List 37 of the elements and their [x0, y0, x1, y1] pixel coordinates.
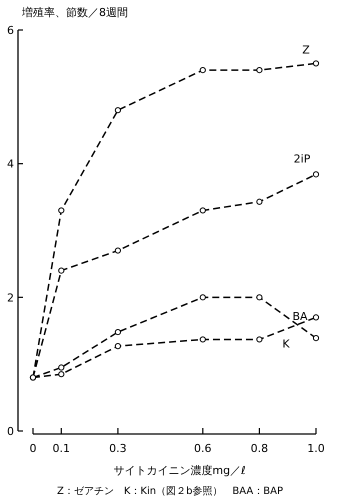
y-axis-title: 増殖率、節数／8週間 [21, 6, 128, 19]
point [312, 314, 320, 320]
point [58, 207, 64, 214]
point [58, 364, 64, 371]
point [58, 268, 64, 274]
point [200, 207, 206, 214]
series-label: K [282, 337, 290, 350]
x-tick-label: 0 [30, 442, 36, 455]
point [256, 67, 262, 74]
series-label: 2iP [294, 152, 311, 166]
point [312, 60, 320, 67]
x-tick-label: 0.1 [52, 442, 70, 455]
point [312, 171, 320, 178]
x-tick-label: 0.6 [194, 442, 212, 455]
point [58, 371, 64, 378]
point [114, 328, 121, 336]
x-axis-title: サイトカイニン濃度mg／ℓ [113, 464, 246, 477]
y-tick-label: 6 [7, 24, 14, 37]
point [200, 67, 206, 74]
y-tick-label: 4 [7, 158, 14, 171]
x-tick-label: 1.0 [307, 442, 325, 455]
point [114, 343, 121, 350]
point [256, 336, 262, 343]
text: Z：ゼアチン K：Kin（図２b参照） BAA：BAP [57, 485, 283, 497]
series-label: BA [292, 310, 308, 324]
x-tick-label: 0.8 [250, 442, 268, 455]
x-tick-label: 0.3 [109, 442, 127, 455]
point [114, 107, 121, 114]
point [200, 294, 206, 300]
point [200, 336, 206, 343]
series-label: Z [302, 43, 310, 56]
point [256, 198, 262, 205]
point [312, 335, 320, 342]
y-tick-label: 2 [7, 291, 14, 304]
y-tick-label: 0 [7, 425, 14, 438]
point [114, 247, 121, 254]
point [256, 294, 262, 300]
